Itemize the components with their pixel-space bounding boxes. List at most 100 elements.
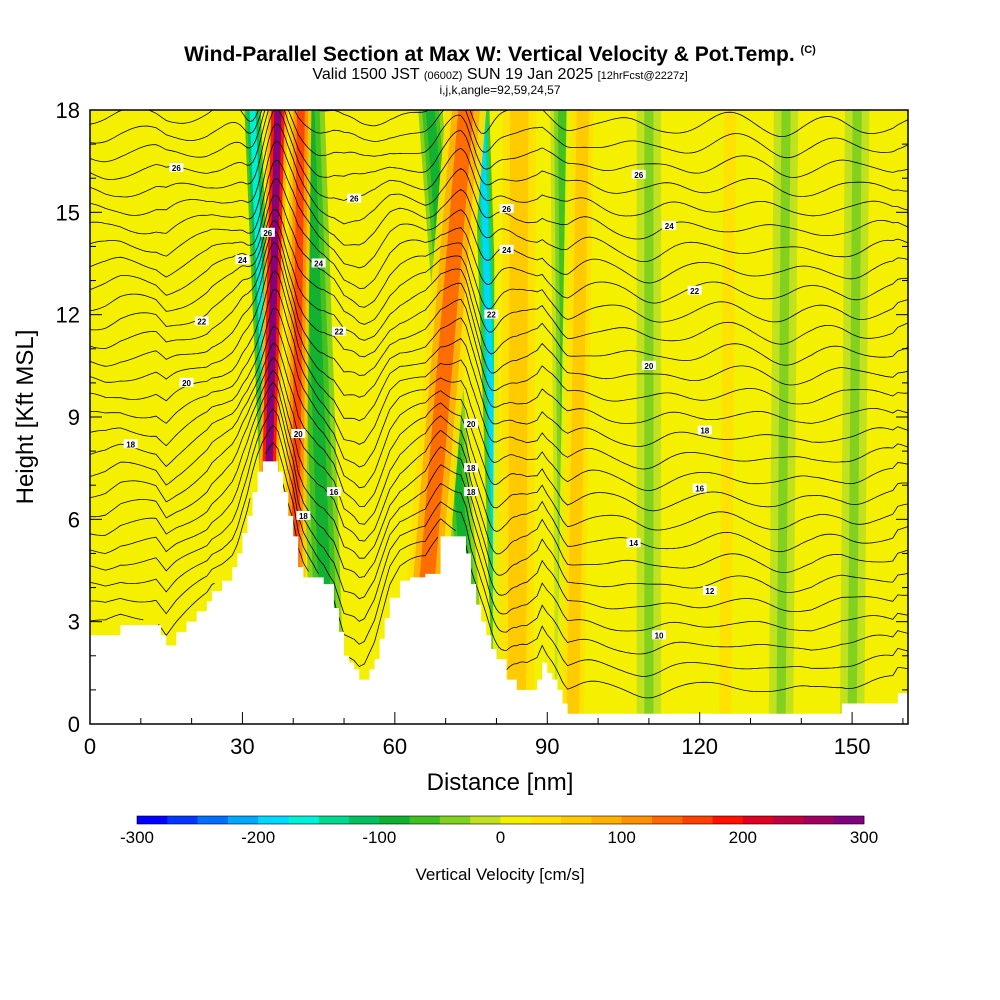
svg-text:26: 26: [172, 164, 181, 173]
contour-label: 20: [464, 418, 479, 429]
colorbar-swatch: [197, 816, 229, 824]
contour-line: [90, 307, 908, 491]
x-tick-label: 60: [383, 734, 407, 759]
svg-text:18: 18: [126, 440, 135, 449]
contour-line: [90, 159, 908, 284]
contour-label: 18: [464, 463, 479, 473]
colorbar-tick-label: 0: [496, 828, 505, 847]
colorbar: -300 -200 -100 0 100 200 300: [120, 815, 878, 847]
contour-label: 26: [260, 227, 275, 238]
contour-line: [90, 110, 908, 159]
svg-text:26: 26: [502, 205, 511, 214]
downdraft-band: [776, 110, 791, 724]
svg-text:24: 24: [502, 246, 511, 255]
svg-text:10: 10: [655, 631, 664, 640]
y-tick-label: 6: [68, 507, 80, 532]
contour-line: [90, 110, 908, 138]
axes: 0 30 60 90 120 150 0 3 6 9 12 15 18: [56, 98, 908, 759]
plot-area: 26 26 26 26 26 24 24 24 24 22 22 22 22 20 20 20 20 18 18 18…: [90, 110, 908, 724]
svg-text:26: 26: [634, 171, 643, 180]
colorbar-swatch: [137, 816, 168, 824]
forecast-info: [12hrFcst@2227z]: [597, 70, 688, 82]
svg-text:22: 22: [335, 328, 344, 337]
contour-label: 22: [331, 326, 346, 337]
chart-title-block: Wind-Parallel Section at Max W: Vertical…: [0, 38, 1000, 96]
colorbar-tick-label: 200: [729, 828, 757, 847]
contour-labels: 26 26 26 26 26 24 24 24 24 22 22 22 22 20 20 20 20 18 18 18…: [123, 162, 717, 640]
contour-line: [90, 326, 908, 512]
contour-label: 16: [692, 483, 707, 494]
contour-label: 24: [311, 258, 326, 269]
colorbar-swatch: [742, 816, 774, 824]
colorbar-swatch: [651, 816, 683, 824]
valid-time-utc: (0600Z): [423, 70, 463, 82]
contour-line: [90, 220, 908, 366]
colorbar-swatch: [379, 816, 410, 824]
contour-label: 22: [484, 309, 499, 320]
y-tick-label: 9: [68, 405, 80, 430]
colorbar-swatch: [470, 816, 501, 824]
contour-line: [90, 110, 908, 178]
y-axis-title: Height [Kft MSL]: [12, 330, 39, 505]
contour-line: [90, 476, 908, 699]
svg-text:12: 12: [705, 587, 714, 596]
colorbar-swatch: [288, 816, 320, 824]
contour-line: [90, 110, 908, 217]
svg-text:22: 22: [690, 287, 699, 296]
contour-line: [90, 369, 908, 573]
svg-text:26: 26: [350, 195, 359, 204]
colorbar-tick-label: -300: [120, 828, 154, 847]
copyright-mark: (C): [800, 44, 816, 56]
colorbar-tick-label: 100: [607, 828, 635, 847]
contour-label: 26: [347, 193, 362, 204]
svg-text:22: 22: [487, 311, 496, 320]
contour-label: 22: [687, 285, 702, 296]
colorbar-swatch: [621, 816, 653, 824]
section-params: i,j,k,angle=92,59,24,57: [439, 83, 561, 97]
svg-text:18: 18: [299, 512, 308, 521]
x-axis-title: Distance [nm]: [427, 769, 574, 796]
svg-text:18: 18: [467, 488, 476, 497]
contour-line: [90, 342, 908, 531]
contour-label: 18: [296, 510, 311, 521]
svg-text:16: 16: [695, 485, 704, 494]
pot-temp-contours: [90, 110, 908, 699]
colorbar-swatch: [561, 816, 592, 824]
contour-label: 24: [235, 255, 250, 265]
contour-line: [90, 141, 908, 263]
svg-text:20: 20: [644, 362, 653, 371]
colorbar-swatch: [833, 816, 865, 824]
terrain: [90, 461, 908, 724]
colorbar-swatch: [258, 816, 289, 824]
y-tick-label: 15: [56, 200, 80, 225]
contour-label: 22: [194, 316, 209, 326]
valid-time: Valid 1500 JST: [312, 66, 420, 83]
x-tick-label: 150: [834, 734, 871, 759]
contour-label: 18: [697, 425, 712, 436]
y-tick-label: 18: [56, 98, 80, 123]
contour-line: [90, 242, 908, 405]
contour-label: 26: [169, 162, 184, 173]
x-tick-label: 30: [230, 734, 254, 759]
y-tick-label: 3: [68, 610, 80, 635]
downdraft-band: [847, 110, 862, 724]
colorbar-swatch: [682, 816, 713, 824]
colorbar-swatch: [591, 816, 622, 824]
valid-date: SUN 19 Jan 2025: [466, 66, 594, 83]
svg-text:16: 16: [329, 488, 338, 497]
colorbar-swatch: [803, 816, 835, 824]
svg-text:26: 26: [263, 229, 272, 238]
colorbar-swatch: [167, 816, 198, 824]
contour-line: [90, 288, 908, 470]
x-tick-label: 0: [84, 734, 96, 759]
svg-text:18: 18: [467, 464, 476, 473]
contour-label: 20: [179, 377, 194, 388]
contour-label: 16: [326, 487, 341, 497]
svg-text:14: 14: [629, 539, 638, 548]
colorbar-swatch: [349, 816, 380, 824]
contour-label: 24: [499, 244, 514, 255]
contour-label: 18: [123, 439, 138, 449]
updraft-band: [566, 110, 589, 724]
colorbar-swatch: [712, 816, 744, 824]
